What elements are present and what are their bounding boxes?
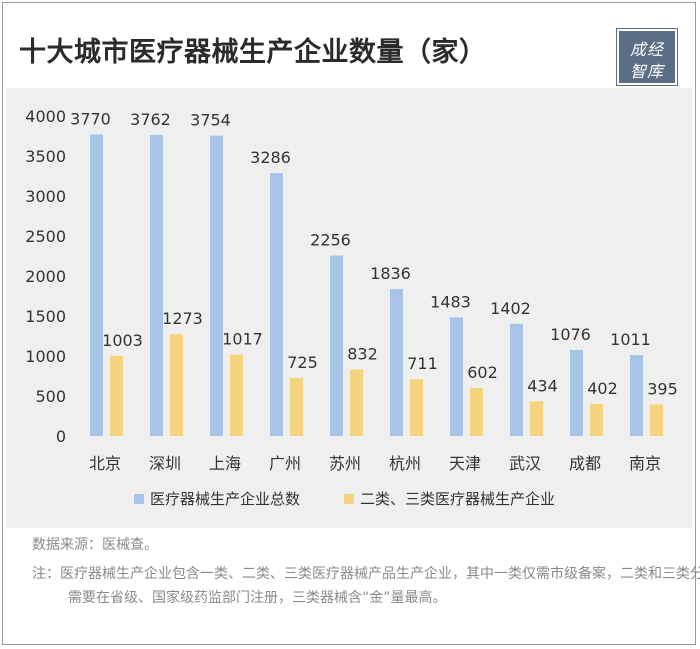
x-tick-label: 苏州	[329, 454, 361, 473]
data-label: 395	[647, 379, 678, 398]
y-tick-label: 4000	[25, 107, 66, 126]
y-tick-label: 1000	[25, 347, 66, 366]
bar-class23	[290, 378, 303, 436]
data-label: 3770	[70, 109, 111, 128]
bar-total	[150, 135, 163, 436]
bar-class23	[530, 401, 543, 436]
bar-class23	[350, 369, 363, 436]
data-label: 1273	[162, 309, 203, 328]
data-label: 1402	[490, 299, 531, 318]
y-tick-label: 2000	[25, 267, 66, 286]
legend-label: 医疗器械生产企业总数	[150, 490, 300, 508]
bar-total	[210, 135, 223, 436]
x-tick-label: 北京	[89, 454, 121, 473]
x-tick-label: 武汉	[509, 454, 541, 473]
y-tick-label: 500	[35, 387, 66, 406]
x-tick-label: 深圳	[149, 454, 181, 473]
bar-chart: 0 500 1000 1500 2000 2500 3000 3500 4000 3770 1003…	[25, 107, 678, 508]
x-tick-label: 南京	[629, 454, 661, 473]
legend-swatch	[344, 494, 354, 504]
data-source: 数据来源：医械查。	[32, 537, 158, 553]
data-label: 3754	[190, 111, 231, 130]
chart-panel: 0 500 1000 1500 2000 2500 3000 3500 4000 3770 1003…	[6, 88, 692, 528]
brand-logo: 成经 智库	[616, 28, 678, 86]
bar-class23	[590, 403, 603, 436]
y-tick-label: 3500	[25, 147, 66, 166]
data-label: 832	[347, 344, 378, 363]
x-tick-label: 成都	[569, 454, 601, 473]
bar-class23	[470, 387, 483, 436]
data-label: 1011	[610, 330, 651, 349]
bar-total	[630, 355, 643, 436]
data-label: 434	[527, 376, 558, 395]
data-label: 1836	[370, 264, 411, 283]
bar-total	[510, 323, 523, 436]
bar-total	[90, 134, 103, 436]
x-tick-label: 天津	[449, 454, 481, 473]
y-tick-label: 2500	[25, 227, 66, 246]
x-tick-label: 广州	[269, 454, 301, 473]
bar-total	[390, 289, 403, 436]
footnote-prefix: 注：	[32, 566, 60, 582]
bar-class23	[650, 404, 663, 436]
data-label: 1003	[102, 331, 143, 350]
chart-title: 十大城市医疗器械生产企业数量（家）	[19, 37, 487, 68]
data-label: 402	[587, 379, 618, 398]
data-label: 711	[407, 354, 438, 373]
bar-class23	[110, 355, 123, 436]
data-label: 1017	[222, 330, 263, 349]
data-label: 1483	[430, 292, 471, 311]
bar-class23	[410, 379, 423, 436]
y-tick-label: 1500	[25, 307, 66, 326]
data-label: 3762	[130, 110, 171, 129]
bar-total	[270, 173, 283, 436]
logo-line-1: 成经	[629, 40, 664, 59]
logo-line-2: 智库	[629, 62, 664, 81]
bar-class23	[170, 334, 183, 436]
bar-total	[450, 317, 463, 436]
legend-label: 二类、三类医疗器械生产企业	[360, 490, 555, 508]
footnote: 注：医疗器械生产企业包含一类、二类、三类医疗器械产品生产企业，其中一类仅需市级备…	[32, 562, 700, 610]
data-label: 1076	[550, 325, 591, 344]
legend-swatch	[134, 494, 144, 504]
y-tick-label: 0	[56, 427, 66, 446]
y-tick-label: 3000	[25, 187, 66, 206]
data-label: 602	[467, 363, 498, 382]
x-tick-label: 上海	[209, 454, 241, 473]
data-label: 2256	[310, 231, 351, 250]
data-label: 3286	[250, 148, 291, 167]
x-tick-label: 杭州	[389, 454, 421, 473]
bar-total	[330, 255, 343, 436]
bar-class23	[230, 354, 243, 436]
data-label: 725	[287, 353, 318, 372]
bar-total	[570, 349, 583, 436]
footnote-text: 医疗器械生产企业包含一类、二类、三类医疗器械产品生产企业，其中一类仅需市级备案，…	[60, 566, 700, 606]
